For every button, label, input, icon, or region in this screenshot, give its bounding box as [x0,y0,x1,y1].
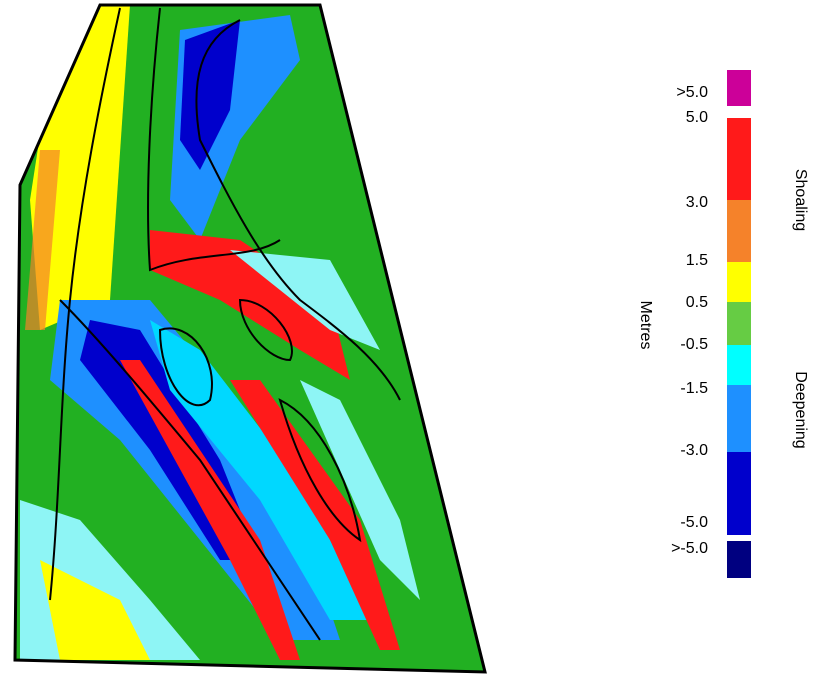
legend-label: >5.0 [676,84,708,101]
page: Shoaling Deepening Metres >5.0 5.0 3.0 1.5 0… [0,0,816,677]
legend-swatch [727,541,751,578]
legend-label: 3.0 [686,194,708,211]
legend-swatch [727,345,751,385]
shoaling-label: Shoaling [792,169,809,231]
legend-label: 5.0 [686,109,708,126]
legend-swatch [727,70,751,106]
legend-label: -1.5 [680,380,708,397]
legend-title: Metres [637,301,654,350]
legend-swatch [727,302,751,345]
legend-swatch [727,262,751,302]
legend-label: >-5.0 [671,540,708,557]
legend-label: -3.0 [680,442,708,459]
legend-label: 0.5 [686,294,708,311]
legend-swatch [727,385,751,452]
change-map [0,0,500,677]
deepening-label: Deepening [792,371,809,448]
legend-swatch [727,118,751,200]
legend-label: 1.5 [686,252,708,269]
legend: Shoaling Deepening Metres >5.0 5.0 3.0 1.5 0… [637,70,809,578]
legend-label: -0.5 [680,336,708,353]
legend-swatch [727,200,751,262]
legend-label: -5.0 [680,514,708,531]
legend-swatch [727,452,751,535]
